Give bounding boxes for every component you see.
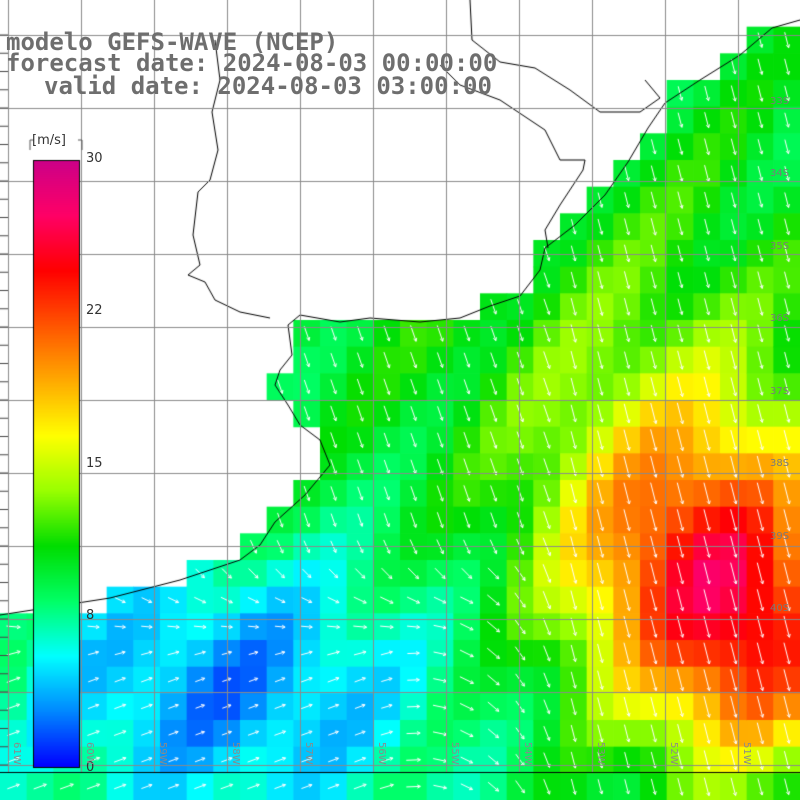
forecast-date: forecast date: 2024-08-03 00:00:00 [6, 49, 498, 77]
colorbar-unit: [m/s] [32, 133, 66, 148]
lon-label-55w: 55W [449, 742, 460, 765]
lon-label-61w: 61W [11, 742, 22, 765]
colorbar-tick-15: 15 [86, 456, 103, 471]
lon-label-56w: 56W [376, 742, 387, 765]
lat-label-36s: 36S [770, 313, 790, 324]
colorbar-tick-30: 30 [86, 151, 103, 166]
lon-label-53w: 53W [595, 742, 606, 765]
lat-label-38s: 38S [770, 458, 790, 469]
lat-label-35s: 35S [770, 241, 790, 252]
colorbar-tick-8: 8 [86, 608, 95, 623]
model-title: modelo GEFS-WAVE (NCEP) [6, 28, 339, 56]
lat-label-37s: 37S [770, 386, 790, 397]
valid-date: valid date: 2024-08-03 03:00:00 [44, 72, 492, 100]
lat-label-40s: 40S [770, 603, 790, 614]
lon-label-57w: 57W [303, 742, 314, 765]
lat-label-34s: 34S [770, 168, 790, 179]
lon-label-59w: 59W [157, 742, 168, 765]
lat-label-39s: 39S [770, 531, 790, 542]
lon-label-51w: 51W [741, 742, 752, 765]
lon-label-60w: 60W [84, 742, 95, 765]
colorbar-tick-22: 22 [86, 303, 103, 318]
lon-label-58w: 58W [230, 742, 241, 765]
lon-label-52w: 52W [668, 742, 679, 765]
colorbar-tick-0: 0 [86, 760, 95, 775]
lat-label-33s: 33S [770, 96, 790, 107]
lon-label-54w: 54W [522, 742, 533, 765]
